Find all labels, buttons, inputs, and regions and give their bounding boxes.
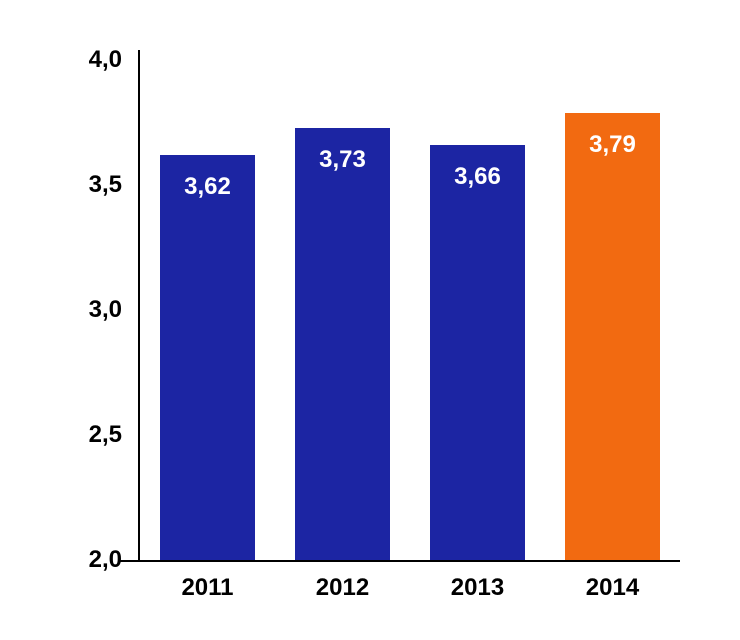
- bar-value-label: 3,79: [565, 131, 660, 159]
- bar: 3,66: [430, 145, 525, 560]
- y-tick-label: 4,0: [89, 46, 140, 74]
- bar-value-label: 3,62: [160, 173, 255, 201]
- x-tick-label: 2013: [451, 560, 504, 602]
- y-tick-label: 2,0: [89, 546, 140, 574]
- bar: 3,79: [565, 113, 660, 561]
- x-tick-label: 2011: [181, 560, 233, 602]
- y-tick-label: 2,5: [89, 421, 140, 449]
- bar-value-label: 3,73: [295, 146, 390, 174]
- x-tick-label: 2012: [316, 560, 369, 602]
- bar-chart: 2,0 2,5 3,0 3,5 4,0 3,62 2011 3,73 2012 3,66 2013 3…: [0, 0, 740, 640]
- bar: 3,73: [295, 128, 390, 561]
- bar: 3,62: [160, 155, 255, 560]
- y-tick-label: 3,0: [89, 296, 140, 324]
- x-tick-label: 2014: [586, 560, 639, 602]
- plot-area: 2,02,53,03,54,03,6220113,7320123,6620133…: [140, 60, 680, 560]
- bar-value-label: 3,66: [430, 163, 525, 191]
- y-tick-label: 3,5: [89, 171, 140, 199]
